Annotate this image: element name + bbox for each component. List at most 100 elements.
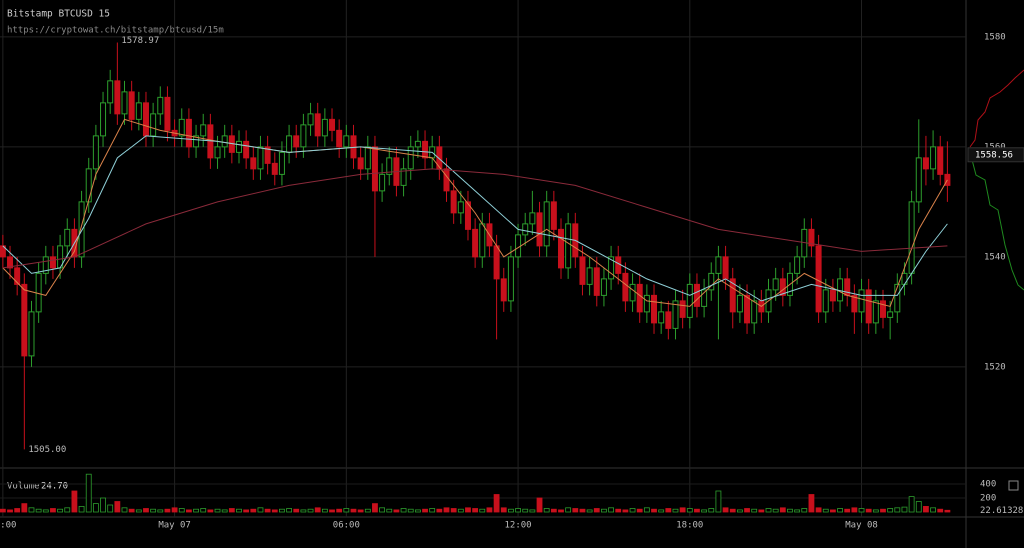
volume-bar [736,509,743,513]
volume-bar [937,508,944,513]
volume-tick-label: 400 [980,480,996,490]
x-tick-label: May 07 [158,521,191,531]
candle-body [665,311,672,329]
volume-bar [944,509,951,513]
candle-body [908,201,915,274]
volume-bar [536,497,543,513]
candle-body [364,146,371,170]
candle-body [507,256,514,302]
candle-body [565,223,572,269]
volume-bar [321,508,328,513]
candle-body [701,289,708,307]
candle-body [500,278,507,302]
candle-body [722,256,729,280]
volume-bar [300,509,307,513]
candle-body [157,96,164,115]
volume-bar [107,504,114,513]
volume-bar [200,508,207,513]
x-tick-label: May 08 [845,521,878,531]
x-tick-label: 06:00 [333,521,360,531]
candle-body [164,96,171,131]
volume-bar [515,508,521,513]
candle-body [114,80,121,115]
volume-bar [429,508,436,513]
candle-body [794,256,801,274]
volume-bar [186,509,192,513]
candle-body [185,118,192,148]
volume-bar [543,508,550,513]
volume-bar [21,503,28,513]
candle-body [271,162,278,175]
volume-bar [293,508,300,513]
y-tick-label: 1540 [984,252,1006,262]
candle-body [679,300,686,318]
volume-bar [772,508,779,513]
candle-body [808,228,815,247]
candle-body [522,223,529,236]
volume-bar [758,509,765,513]
candle-body [464,201,471,230]
volume-bar [257,507,264,513]
volume-bar [357,509,364,513]
volume-bar [708,508,715,513]
candle-body [21,283,28,357]
candle-body [142,102,149,137]
volume-bar [615,508,622,513]
x-tick-label: 00:00 [0,521,16,531]
candle-body [672,300,679,329]
candle-body [64,228,71,247]
candle-body [300,124,307,148]
candle-body [321,118,328,137]
volume-bar [228,508,235,513]
candle-body [879,300,886,318]
volume-bar [164,508,171,513]
volume-bar [865,508,872,513]
volume-bar [608,507,614,513]
volume-bar [794,509,801,513]
candle-body [593,267,600,296]
volume-axis-value: 22.613283 [980,506,1024,516]
candle-body [865,289,872,324]
volume-bar [686,508,693,513]
volume-bar [601,508,607,513]
candle-body [858,289,865,313]
volume-bar [314,507,321,513]
volume-bar [872,509,879,513]
close-button[interactable] [1008,480,1019,491]
volume-bar [522,508,529,513]
volume-bar [479,508,486,513]
volume-last: 24.70 [41,482,68,492]
volume-bar [808,494,815,513]
candle-body [42,256,49,274]
volume-bar [336,508,343,513]
volume-bar [78,506,85,513]
volume-bar [50,508,56,513]
volume-bar [372,503,378,513]
volume-bar [508,508,514,513]
volume-bar [100,497,106,513]
candle-body [529,212,536,225]
volume-bar [457,508,464,513]
candle-body [293,135,300,148]
candle-body [150,113,157,137]
volume-tick-label: 200 [980,494,996,504]
volume-bar [178,508,185,513]
candle-body [250,157,257,170]
moving-average [2,168,948,269]
volume-bar [57,508,64,513]
candle-body [772,278,779,291]
candle-body [829,289,836,302]
volume-bar [221,509,228,513]
volume-bar [565,507,572,513]
volume-bar [436,508,443,513]
candle-body [343,135,350,148]
volume-bar [85,473,92,513]
volume-bar [815,507,822,513]
candle-body [14,267,21,285]
depth-asks [969,69,1024,148]
candle-body [278,151,285,175]
volume-bar [651,508,657,513]
volume-bar [901,506,908,513]
candle-body [493,245,500,280]
